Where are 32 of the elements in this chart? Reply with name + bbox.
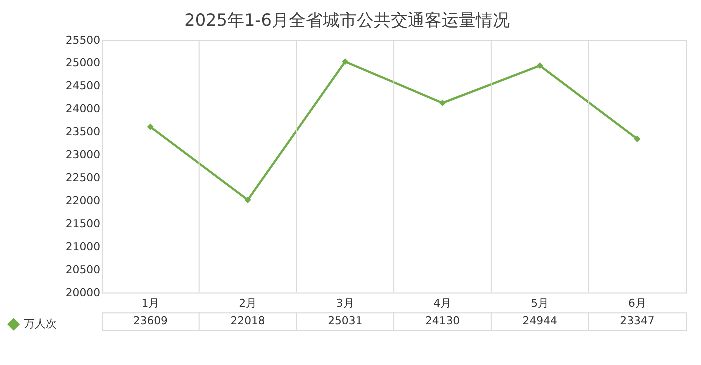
y-tick-label: 21000 [66, 240, 101, 254]
data-label: 23347 [620, 314, 655, 328]
y-tick-label: 20500 [66, 263, 101, 276]
y-tick-label: 22000 [66, 194, 101, 208]
point [342, 58, 349, 66]
y-tick-label: 22500 [66, 171, 101, 184]
x-tick-label: 1月 [142, 297, 160, 310]
data-label: 23609 [133, 314, 168, 328]
x-tick-label: 5月 [531, 297, 550, 310]
data-label: 25031 [328, 314, 363, 328]
y-tick-label: 25000 [66, 56, 101, 70]
x-tick-label: 3月 [336, 297, 354, 310]
x-tick-label: 4月 [434, 297, 452, 310]
y-tick-label: 24000 [66, 102, 101, 116]
x-tick-label: 6月 [628, 297, 646, 310]
legend-label: 万人次 [24, 317, 57, 330]
chart-title: 2025年1-6月全省城市公共交通客运量情况 [184, 10, 510, 30]
y-tick-label: 23500 [66, 126, 101, 139]
y-tick-label: 21500 [66, 217, 101, 230]
point [439, 100, 446, 107]
data-label: 24944 [522, 314, 558, 328]
x-tick-label: 2月 [239, 297, 257, 310]
point [244, 196, 252, 204]
y-tick-label: 23000 [66, 148, 101, 162]
y-tick-label: 24500 [66, 80, 101, 93]
y-tick-label: 25500 [66, 34, 101, 47]
data-label: 24130 [425, 314, 460, 328]
y-tick-label: 20000 [66, 286, 101, 300]
point [147, 124, 154, 130]
point [634, 136, 641, 142]
point [536, 62, 544, 70]
data-label: 22018 [230, 314, 266, 328]
